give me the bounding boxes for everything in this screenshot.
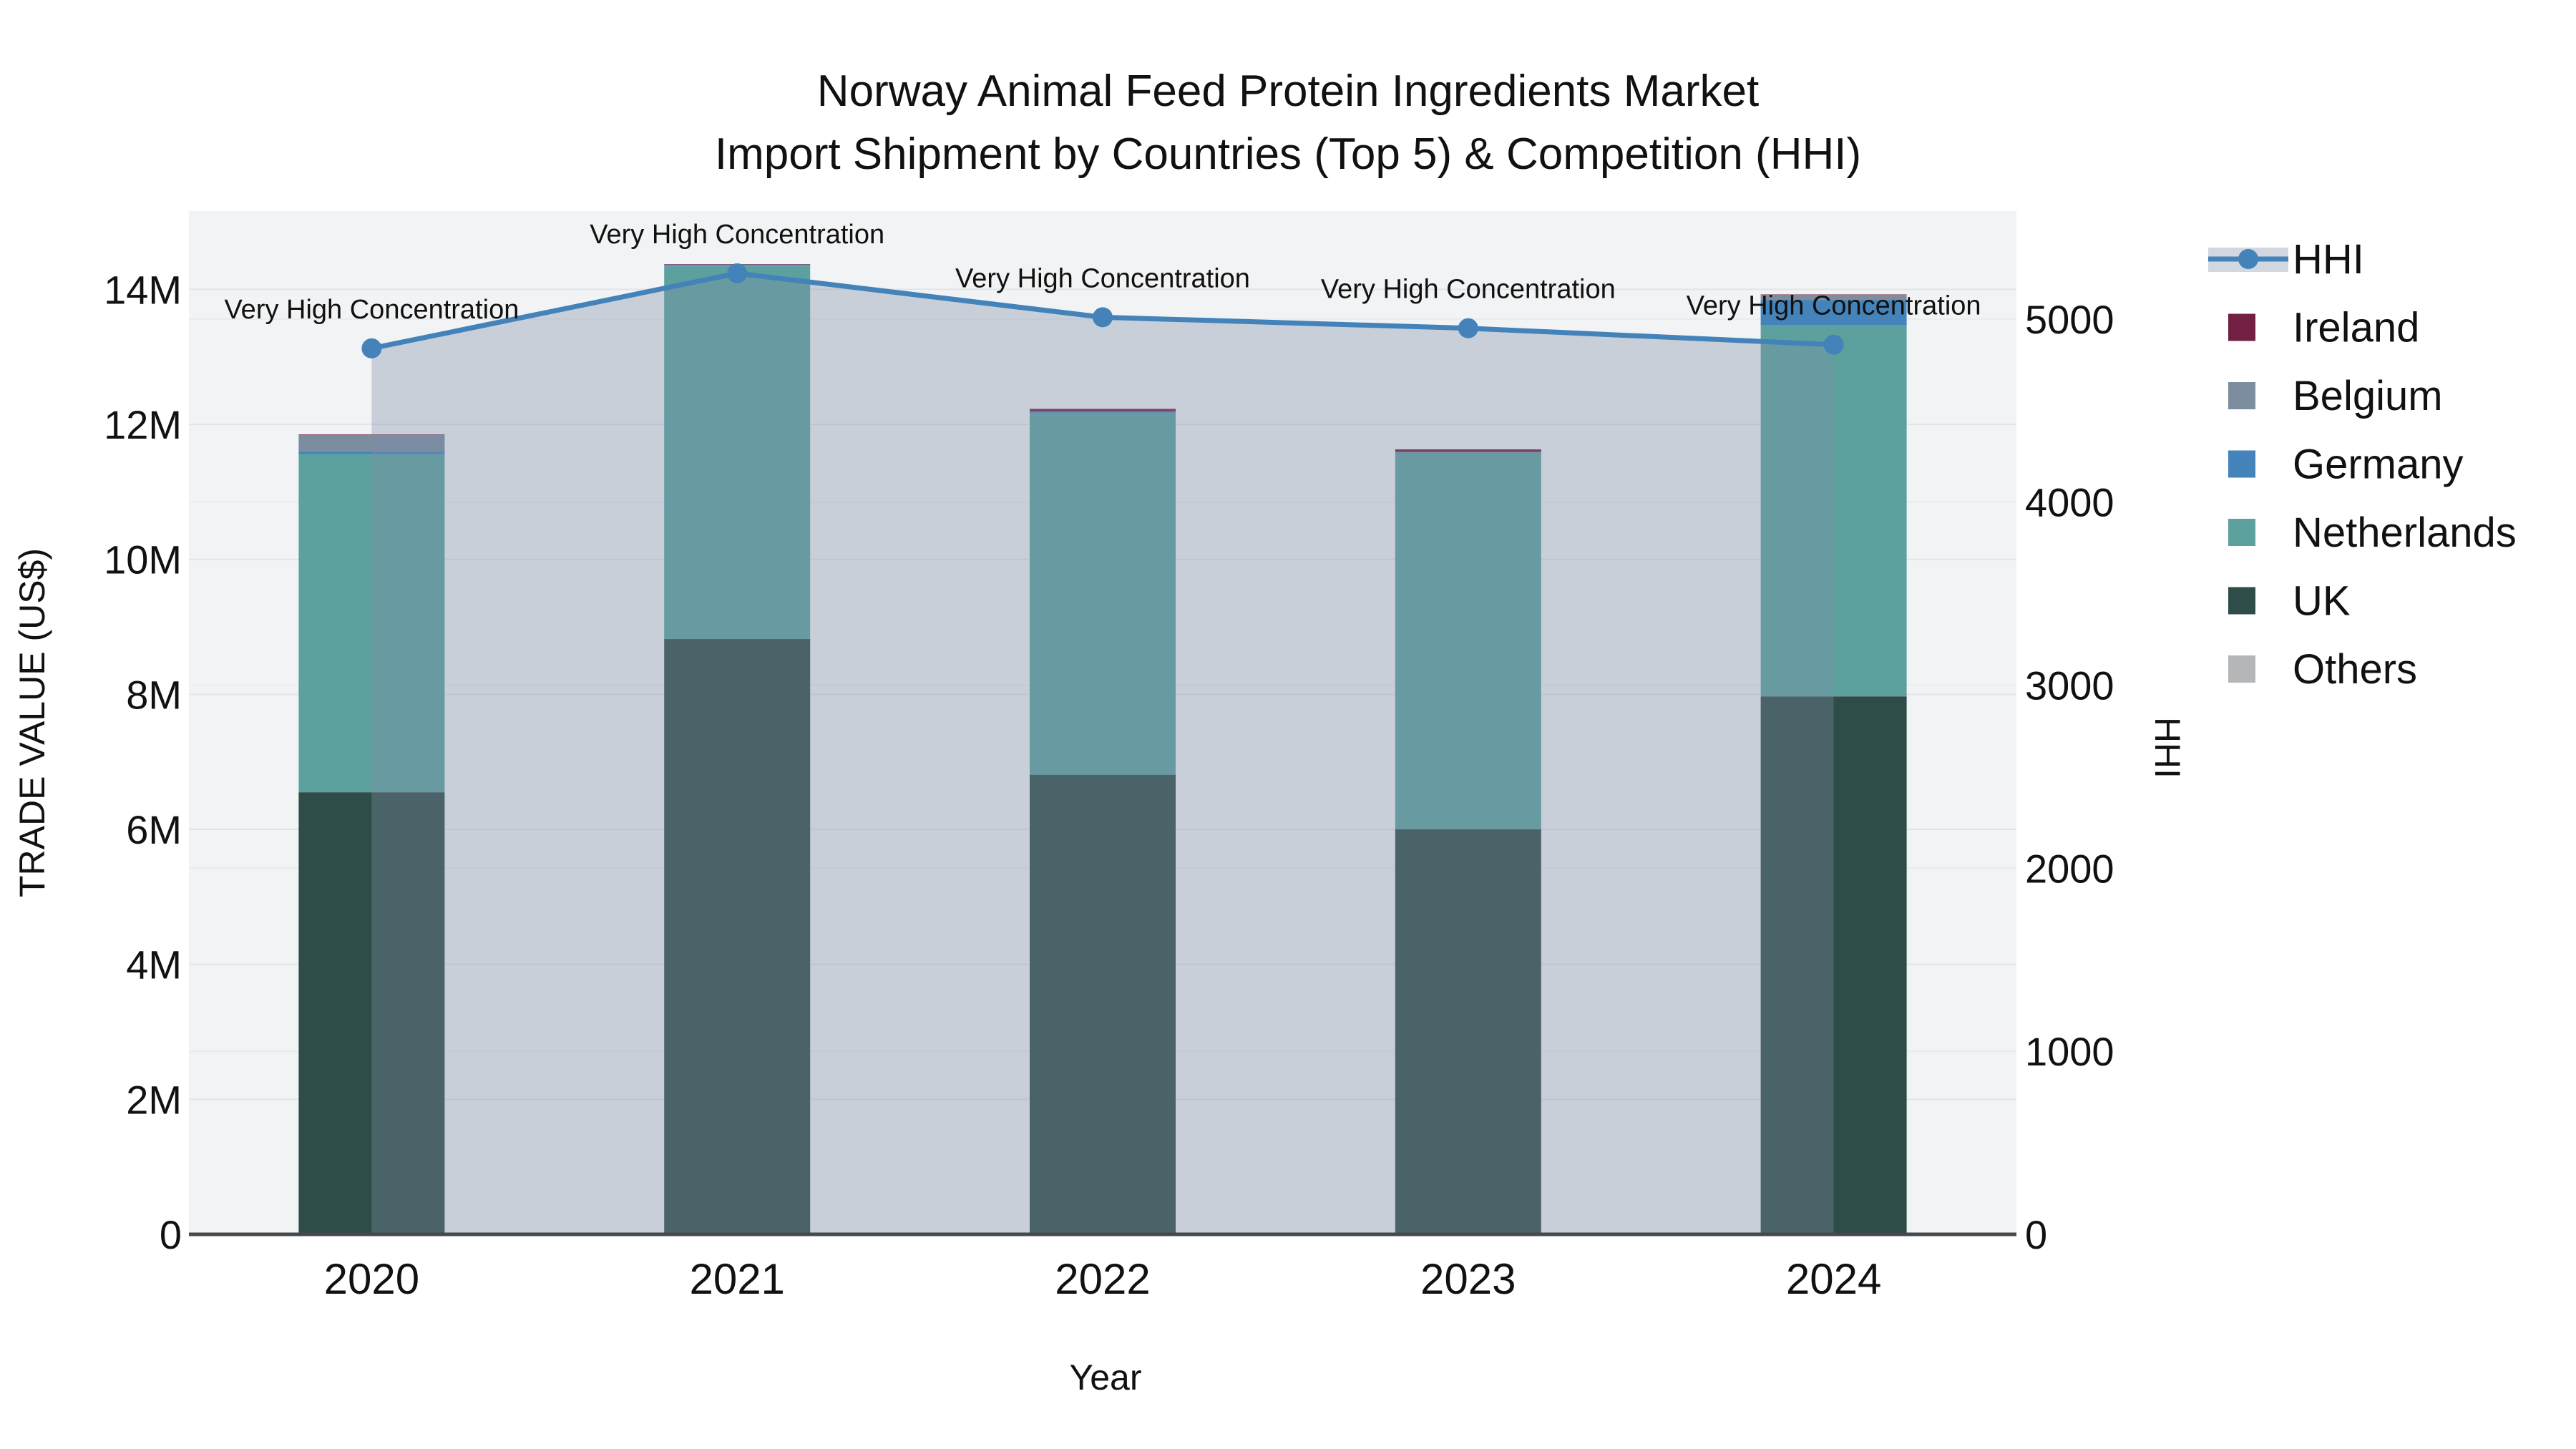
bar-segment-uk-2023: [1395, 829, 1541, 1234]
legend-item-others[interactable]: Others: [2228, 646, 2417, 693]
y-left-tick-0: 0: [160, 1212, 182, 1257]
legend-item-uk[interactable]: UK: [2228, 578, 2351, 625]
y-right-tick-0: 0: [2025, 1212, 2047, 1257]
y-axis-left-tick-labels: 0 2M 4M 6M 8M 10M 12M 14M: [104, 267, 182, 1257]
hhi-marker-2023: [1458, 318, 1478, 338]
legend-label-ireland: Ireland: [2293, 305, 2419, 351]
legend-swatch-ireland: [2228, 313, 2255, 341]
x-tick-2020: 2020: [324, 1255, 419, 1303]
x-tick-2021: 2021: [689, 1255, 784, 1303]
legend-item-netherlands[interactable]: Netherlands: [2228, 509, 2517, 556]
bar-segment-netherlands-2023: [1395, 453, 1541, 830]
legend-swatch-uk: [2228, 587, 2255, 615]
bar-segment-ireland-2023: [1395, 449, 1541, 452]
hhi-line: [361, 263, 1844, 358]
y-left-tick-4M: 4M: [126, 942, 182, 987]
legend-item-germany[interactable]: Germany: [2228, 441, 2464, 488]
legend-label-uk: UK: [2293, 578, 2351, 625]
y-right-tick-1000: 1000: [2025, 1029, 2114, 1074]
y-right-tick-3000: 3000: [2025, 663, 2114, 708]
legend-label-hhi: HHI: [2293, 236, 2364, 283]
y-right-tick-4000: 4000: [2025, 480, 2114, 525]
stacked-bars: [298, 264, 1907, 1234]
legend-label-others: Others: [2293, 646, 2417, 693]
hhi-marker-2024: [1823, 334, 1844, 355]
legend-label-germany: Germany: [2293, 441, 2464, 488]
legend: HHI Ireland Belgium Germany Netherlands UK Oth…: [2208, 236, 2517, 693]
y-left-tick-6M: 6M: [126, 807, 182, 852]
bar-segment-belgium-2023: [1395, 452, 1541, 453]
bar-segment-belgium-2022: [1030, 411, 1176, 413]
bar-segment-ireland-2024: [1760, 294, 1907, 295]
x-axis-tick-labels: 2020 2021 2022 2023 2024: [324, 1255, 1882, 1303]
hhi-marker-2022: [1093, 307, 1113, 328]
hhi-annotations: Very High Concentration Very High Concent…: [224, 220, 1981, 325]
x-axis-title: Year: [1069, 1357, 1141, 1397]
x-tick-2023: 2023: [1420, 1255, 1516, 1303]
legend-hhi-marker: [2238, 249, 2258, 269]
annotation-2024: Very High Concentration: [1687, 291, 1981, 321]
bar-segment-belgium-2020: [298, 435, 445, 452]
bar-segment-germany-2020: [298, 451, 445, 454]
bar-segment-uk-2020: [298, 792, 445, 1234]
bar-segment-uk-2024: [1760, 696, 1907, 1234]
y-axis-right-tick-labels: 0 1000 2000 3000 4000 5000: [2025, 297, 2114, 1257]
y-left-tick-8M: 8M: [126, 672, 182, 717]
bar-segment-germany-2024: [1760, 300, 1907, 326]
bar-segment-uk-2021: [664, 639, 811, 1234]
hhi-area-polygon: [371, 273, 1834, 1234]
legend-item-belgium[interactable]: Belgium: [2228, 373, 2443, 419]
legend-item-hhi[interactable]: HHI: [2208, 236, 2364, 283]
chart-title-line2: Import Shipment by Countries (Top 5) & C…: [715, 130, 1861, 179]
chart-title-line1: Norway Animal Feed Protein Ingredients M…: [817, 67, 1759, 116]
legend-label-belgium: Belgium: [2293, 373, 2443, 419]
legend-swatch-belgium: [2228, 382, 2255, 409]
bar-segment-ireland-2022: [1030, 409, 1176, 412]
bar-segment-germany-2023: [1395, 452, 1541, 454]
x-tick-2024: 2024: [1786, 1255, 1881, 1303]
bar-segment-germany-2022: [1030, 412, 1176, 414]
legend-item-ireland[interactable]: Ireland: [2228, 305, 2419, 351]
bar-segment-belgium-2024: [1760, 294, 1907, 301]
hhi-marker-2020: [361, 338, 382, 358]
y-right-tick-2000: 2000: [2025, 846, 2114, 891]
y-axis-title-right: HHI: [2147, 717, 2187, 779]
annotation-2022: Very High Concentration: [955, 263, 1250, 293]
legend-swatch-germany: [2228, 450, 2255, 478]
legend-swatch-netherlands: [2228, 519, 2255, 546]
annotation-2020: Very High Concentration: [224, 295, 519, 325]
legend-swatch-others: [2228, 655, 2255, 683]
annotation-2021: Very High Concentration: [590, 220, 884, 250]
y-left-tick-12M: 12M: [104, 402, 182, 447]
bar-segment-netherlands-2022: [1030, 413, 1176, 775]
y-left-tick-2M: 2M: [126, 1077, 182, 1122]
x-tick-2022: 2022: [1055, 1255, 1150, 1303]
legend-label-netherlands: Netherlands: [2293, 509, 2517, 556]
hhi-marker-2021: [727, 263, 748, 283]
bar-segment-netherlands-2020: [298, 454, 445, 793]
hhi-area-fill: [371, 273, 1834, 1234]
y-axis-title-left: TRADE VALUE (US$): [12, 548, 52, 897]
y-left-tick-14M: 14M: [104, 267, 182, 312]
bar-segment-netherlands-2024: [1760, 325, 1907, 697]
y-right-tick-5000: 5000: [2025, 297, 2114, 342]
bar-segment-netherlands-2021: [664, 266, 811, 640]
y-left-tick-10M: 10M: [104, 537, 182, 582]
bar-segment-uk-2022: [1030, 774, 1176, 1234]
bar-segment-ireland-2020: [298, 434, 445, 436]
annotation-2023: Very High Concentration: [1321, 275, 1616, 305]
